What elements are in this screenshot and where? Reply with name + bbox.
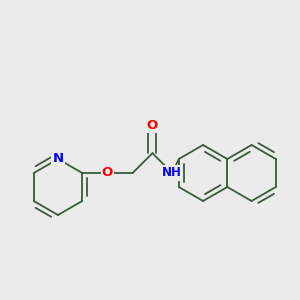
Text: NH: NH xyxy=(162,167,182,179)
Text: O: O xyxy=(102,167,113,179)
Text: N: N xyxy=(52,152,64,166)
Text: O: O xyxy=(147,119,158,132)
